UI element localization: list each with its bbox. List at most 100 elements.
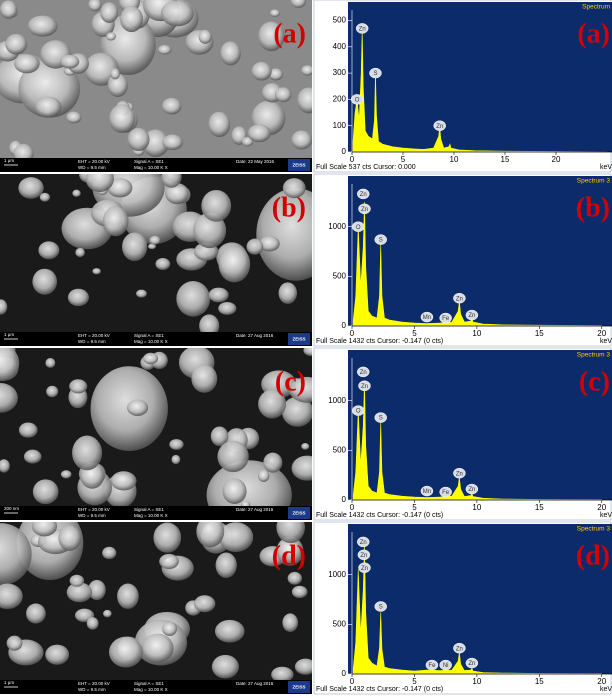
plot-area	[348, 2, 612, 152]
particle	[159, 554, 179, 569]
particle	[158, 45, 172, 55]
particle	[102, 547, 116, 559]
y-tick-label: 1000	[328, 570, 346, 579]
y-tick-label: 1000	[328, 222, 346, 231]
peak-annotation: O	[351, 94, 363, 104]
x-tick-label: 10	[472, 329, 481, 338]
mag: Mag = 10.00 K X	[134, 339, 168, 344]
peak-label: Ni	[443, 663, 449, 669]
particle	[72, 190, 80, 197]
particle	[45, 645, 69, 665]
particle	[33, 479, 59, 504]
x-tick-label: 10	[472, 503, 481, 512]
y-tick-label: 0	[342, 669, 347, 678]
particle	[72, 436, 102, 471]
particle	[270, 9, 280, 16]
particle	[251, 62, 271, 81]
particle	[217, 441, 248, 472]
peak-annotation: Zn	[466, 658, 478, 668]
particle	[275, 87, 292, 102]
particle	[38, 241, 59, 259]
y-tick-label: 1000	[328, 396, 346, 405]
particle	[153, 523, 181, 553]
particle	[5, 34, 27, 55]
particle	[282, 613, 298, 632]
particle	[263, 453, 282, 473]
x-axis-label: keV	[600, 338, 612, 345]
x-tick-label: 20	[597, 329, 606, 338]
particle	[120, 6, 143, 32]
peak-label: Zn	[456, 296, 463, 302]
panel-label: (a)	[273, 18, 306, 49]
peak-label: O	[356, 409, 361, 415]
x-tick-label: 0	[350, 155, 355, 164]
peak-label: S	[373, 71, 377, 77]
x-tick-label: 0	[350, 503, 355, 512]
particle	[7, 636, 23, 651]
peak-label: O	[356, 225, 361, 231]
particle	[219, 522, 254, 552]
signal: Signal A = SE1	[134, 681, 164, 686]
figure: 1 μmEHT = 20.00 kVWD = 9.5 mmSignal A = …	[0, 0, 612, 698]
particle	[199, 30, 212, 44]
x-tick-label: 15	[501, 155, 510, 164]
spectrum-panel: 0500100005101520ZnZnOSMnFeZnZnSpectrum 3…	[314, 174, 612, 346]
x-tick-label: 20	[597, 503, 606, 512]
brand: ZEISS	[292, 337, 305, 342]
particle	[169, 439, 183, 450]
spectrum-title: Spectrum	[582, 4, 610, 11]
peak-label: Zn	[361, 207, 368, 213]
peak-label: Zn	[361, 566, 368, 572]
particle	[218, 302, 236, 315]
peak-annotation: Zn	[357, 367, 369, 377]
eht: EHT = 20.00 kV	[78, 507, 110, 512]
particle	[171, 455, 180, 464]
peak-label: Zn	[456, 471, 463, 477]
x-tick-label: 0	[350, 677, 355, 686]
x-axis-label: keV	[600, 164, 612, 171]
particle	[209, 288, 229, 303]
peak-label: Fe	[442, 490, 450, 496]
particle	[40, 193, 50, 202]
x-tick-label: 10	[450, 155, 459, 164]
peak-label: Zn	[360, 192, 367, 198]
eht: EHT = 20.00 kV	[78, 681, 110, 686]
particle	[212, 655, 239, 679]
peak-annotation: S	[375, 413, 387, 423]
peak-annotation: O	[352, 406, 364, 416]
particle	[162, 98, 182, 115]
particle	[87, 617, 99, 630]
peak-annotation: Zn	[466, 310, 478, 320]
x-tick-label: 10	[472, 677, 481, 686]
particle	[106, 32, 116, 40]
x-tick-label: 5	[412, 329, 417, 338]
peak-label: O	[355, 97, 360, 103]
peak-label: S	[379, 238, 383, 244]
peak-label: S	[379, 605, 383, 611]
particle	[69, 379, 87, 393]
panel-label: (b)	[576, 192, 610, 223]
particle	[35, 97, 61, 118]
particle	[45, 358, 55, 368]
particle	[127, 400, 148, 416]
brand: ZEISS	[292, 163, 305, 168]
peak-label: Fe	[428, 663, 436, 669]
particle	[279, 282, 298, 304]
x-tick-label: 5	[412, 677, 417, 686]
particle	[109, 637, 143, 668]
y-tick-label: 200	[333, 95, 347, 104]
panel-label: (c)	[579, 366, 610, 397]
particle	[247, 239, 264, 255]
x-tick-label: 15	[535, 677, 544, 686]
peak-label: Zn	[360, 540, 367, 546]
particle	[191, 365, 217, 393]
peak-annotation: Zn	[358, 550, 370, 560]
plot-area	[348, 524, 612, 674]
peak-label: Fe	[442, 316, 450, 322]
particle	[28, 15, 58, 36]
footer: Full Scale 1432 cts Cursor: -0.147 (0 ct…	[316, 338, 443, 345]
signal: Signal A = SE1	[134, 159, 164, 164]
particle	[92, 268, 101, 274]
peak-annotation: Mn	[421, 486, 433, 496]
